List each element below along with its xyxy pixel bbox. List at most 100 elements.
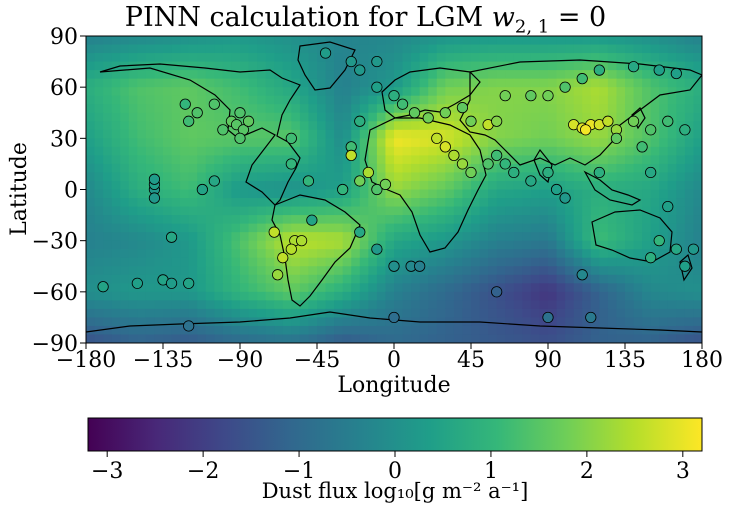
heatmap-cell: [411, 266, 421, 276]
heatmap-cell: [505, 180, 515, 191]
heatmap-cell: [205, 300, 215, 310]
heatmap-cell: [248, 53, 258, 63]
heatmap-cell: [453, 53, 464, 63]
heatmap-cell: [479, 146, 489, 156]
heatmap-cell: [205, 283, 215, 293]
heatmap-cell: [590, 274, 600, 284]
heatmap-cell: [488, 138, 498, 148]
heatmap-cell: [650, 112, 660, 122]
heatmap-cell: [145, 206, 156, 216]
heatmap-cell: [94, 121, 104, 131]
heatmap-cell: [359, 215, 369, 225]
site-marker: [196, 183, 208, 196]
heatmap-cell: [385, 129, 395, 139]
heatmap-cell: [693, 291, 702, 301]
heatmap-cell: [282, 104, 292, 114]
heatmap-cell: [462, 138, 472, 148]
heatmap-cell: [103, 223, 113, 233]
heatmap-cell: [376, 215, 387, 225]
heatmap-cell: [548, 283, 558, 293]
heatmap-cell: [419, 155, 429, 165]
heatmap-cell: [359, 206, 369, 216]
heatmap-cell: [368, 155, 378, 165]
heatmap-cell: [539, 206, 549, 216]
heatmap-cell: [539, 36, 549, 46]
heatmap-cell: [145, 308, 156, 319]
heatmap-cell: [539, 112, 549, 122]
site-marker: [183, 115, 195, 127]
heatmap-cell: [479, 308, 489, 319]
heatmap-cell: [642, 198, 652, 208]
heatmap-cell: [607, 155, 618, 165]
heatmap-cell: [248, 78, 258, 88]
heatmap-cell: [128, 274, 138, 284]
heatmap-cell: [684, 291, 695, 301]
heatmap-cell: [693, 95, 702, 105]
heatmap-cell: [488, 283, 498, 293]
heatmap-cell: [317, 266, 327, 276]
heatmap-cell: [488, 61, 498, 71]
heatmap-cell: [334, 61, 344, 71]
heatmap-cell: [163, 146, 173, 156]
heatmap-cell: [582, 61, 592, 71]
heatmap-cell: [94, 61, 104, 71]
heatmap-cell: [667, 308, 677, 319]
heatmap-cell: [642, 283, 652, 293]
heatmap-cell: [163, 206, 173, 216]
heatmap-cell: [359, 61, 369, 71]
heatmap-cell: [548, 70, 558, 80]
heatmap-cell: [299, 283, 310, 293]
heatmap-cell: [248, 44, 258, 54]
heatmap-cell: [676, 291, 686, 301]
heatmap-cell: [359, 334, 369, 343]
heatmap-cell: [676, 257, 686, 267]
heatmap-cell: [342, 249, 352, 259]
heatmap-cell: [428, 223, 438, 233]
heatmap-cell: [359, 189, 369, 199]
heatmap-cell: [248, 257, 258, 267]
heatmap-cell: [616, 257, 626, 267]
heatmap-cell: [539, 146, 549, 156]
heatmap-cell: [94, 70, 104, 80]
heatmap-cell: [496, 129, 506, 139]
heatmap-cell: [188, 274, 198, 284]
heatmap-cell: [505, 155, 515, 165]
heatmap-cell: [325, 95, 335, 105]
heatmap-cell: [111, 70, 121, 80]
heatmap-cell: [86, 317, 96, 327]
heatmap-cell: [650, 87, 660, 97]
heatmap-cell: [667, 266, 677, 276]
heatmap-cell: [428, 291, 438, 301]
heatmap-cell: [231, 283, 241, 293]
heatmap-cell: [376, 44, 387, 54]
heatmap-cell: [257, 129, 267, 139]
heatmap-cell: [188, 95, 198, 105]
heatmap-cell: [274, 189, 284, 199]
heatmap-cell: [471, 61, 481, 71]
site-marker: [610, 132, 623, 144]
heatmap-cell: [513, 172, 523, 182]
heatmap-cell: [556, 78, 566, 88]
heatmap-cell: [582, 138, 592, 148]
heatmap-cell: [265, 283, 275, 293]
heatmap-cell: [86, 300, 96, 310]
heatmap-cell: [222, 172, 233, 182]
site-marker: [285, 158, 297, 170]
site-marker: [525, 90, 537, 102]
heatmap-cell: [94, 104, 104, 114]
heatmap-cell: [659, 172, 669, 182]
heatmap-cell: [145, 129, 156, 139]
heatmap-cell: [513, 36, 523, 46]
heatmap-cell: [222, 129, 233, 139]
heatmap-cell: [299, 36, 310, 46]
heatmap-cell: [693, 163, 702, 174]
heatmap-cell: [325, 61, 335, 71]
heatmap-cell: [282, 78, 292, 88]
heatmap-cell: [582, 274, 592, 284]
heatmap-cell: [385, 317, 395, 327]
heatmap-cell: [411, 240, 421, 250]
heatmap-cell: [556, 44, 566, 54]
heatmap-cell: [137, 78, 147, 88]
heatmap-cell: [376, 300, 387, 310]
